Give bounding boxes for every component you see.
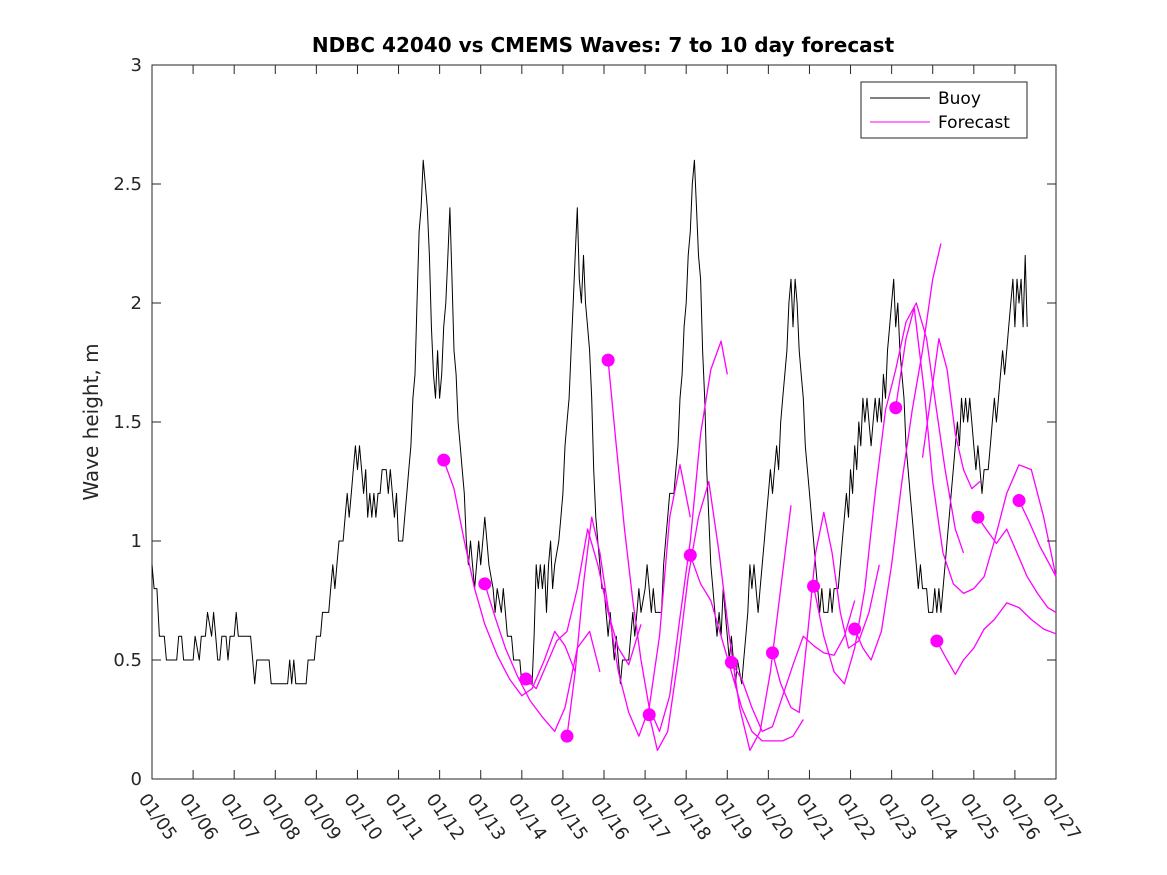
forecast-start-marker-6 <box>642 708 656 722</box>
legend-box <box>860 81 1028 139</box>
forecast-line-14 <box>977 516 1057 613</box>
forecast-start-marker-14 <box>971 510 985 524</box>
forecast-start-marker-11 <box>848 622 862 636</box>
plot-area <box>151 64 1057 780</box>
forecast-line-7 <box>689 555 804 742</box>
forecast-series <box>443 243 1057 752</box>
y-axis-label: Wave height, m <box>79 343 103 500</box>
forecast-line-1 <box>443 459 576 697</box>
forecast-start-marker-4 <box>560 729 574 743</box>
forecast-start-marker-3 <box>519 672 533 686</box>
legend: Buoy Forecast <box>860 81 1028 139</box>
forecast-start-marker-5 <box>601 353 615 367</box>
forecast-line-9 <box>771 511 880 714</box>
forecast-line-11 <box>854 243 942 661</box>
forecast-line-4 <box>566 464 691 737</box>
forecast-start-marker-9 <box>765 646 779 660</box>
legend-forecast-label: Forecast <box>938 113 1010 133</box>
forecast-line-6 <box>648 480 792 752</box>
axes-box <box>151 64 1057 780</box>
forecast-start-markers <box>437 353 1026 743</box>
legend-buoy-label: Buoy <box>938 89 981 109</box>
y-tick-label: 1 <box>131 531 142 552</box>
forecast-start-marker-10 <box>807 579 821 593</box>
axis-ticks <box>151 64 1057 780</box>
forecast-start-marker-7 <box>683 548 697 562</box>
forecast-start-marker-2 <box>478 577 492 591</box>
forecast-line-5 <box>607 340 728 733</box>
forecast-line-10 <box>812 302 965 685</box>
y-tick-label: 0.5 <box>113 650 142 671</box>
forecast-start-marker-12 <box>889 401 903 415</box>
forecast-line-8 <box>730 600 856 733</box>
chart-title: NDBC 42040 vs CMEMS Waves: 7 to 10 day f… <box>312 33 895 57</box>
forecast-start-marker-13 <box>930 634 944 648</box>
y-tick-label: 0 <box>131 769 142 790</box>
y-tick-label: 2.5 <box>113 174 142 195</box>
y-tick-label: 3 <box>131 55 142 76</box>
buoy-series <box>151 159 1028 685</box>
forecast-start-marker-15 <box>1012 494 1026 508</box>
forecast-start-marker-8 <box>724 655 738 669</box>
forecast-line-3 <box>525 528 642 690</box>
y-tick-label: 2 <box>131 293 142 314</box>
buoy-line <box>151 159 1028 685</box>
y-tick-labels: 0 0.5 1 1.5 2 2.5 3 <box>113 55 142 790</box>
forecast-line-15 <box>1018 500 1057 578</box>
y-tick-label: 1.5 <box>113 412 142 433</box>
forecast-line-2 <box>484 583 601 733</box>
forecast-line-16 <box>921 338 981 490</box>
forecast-line-13 <box>936 602 1057 675</box>
forecast-start-marker-1 <box>437 453 451 467</box>
forecast-line-12 <box>895 307 1057 595</box>
